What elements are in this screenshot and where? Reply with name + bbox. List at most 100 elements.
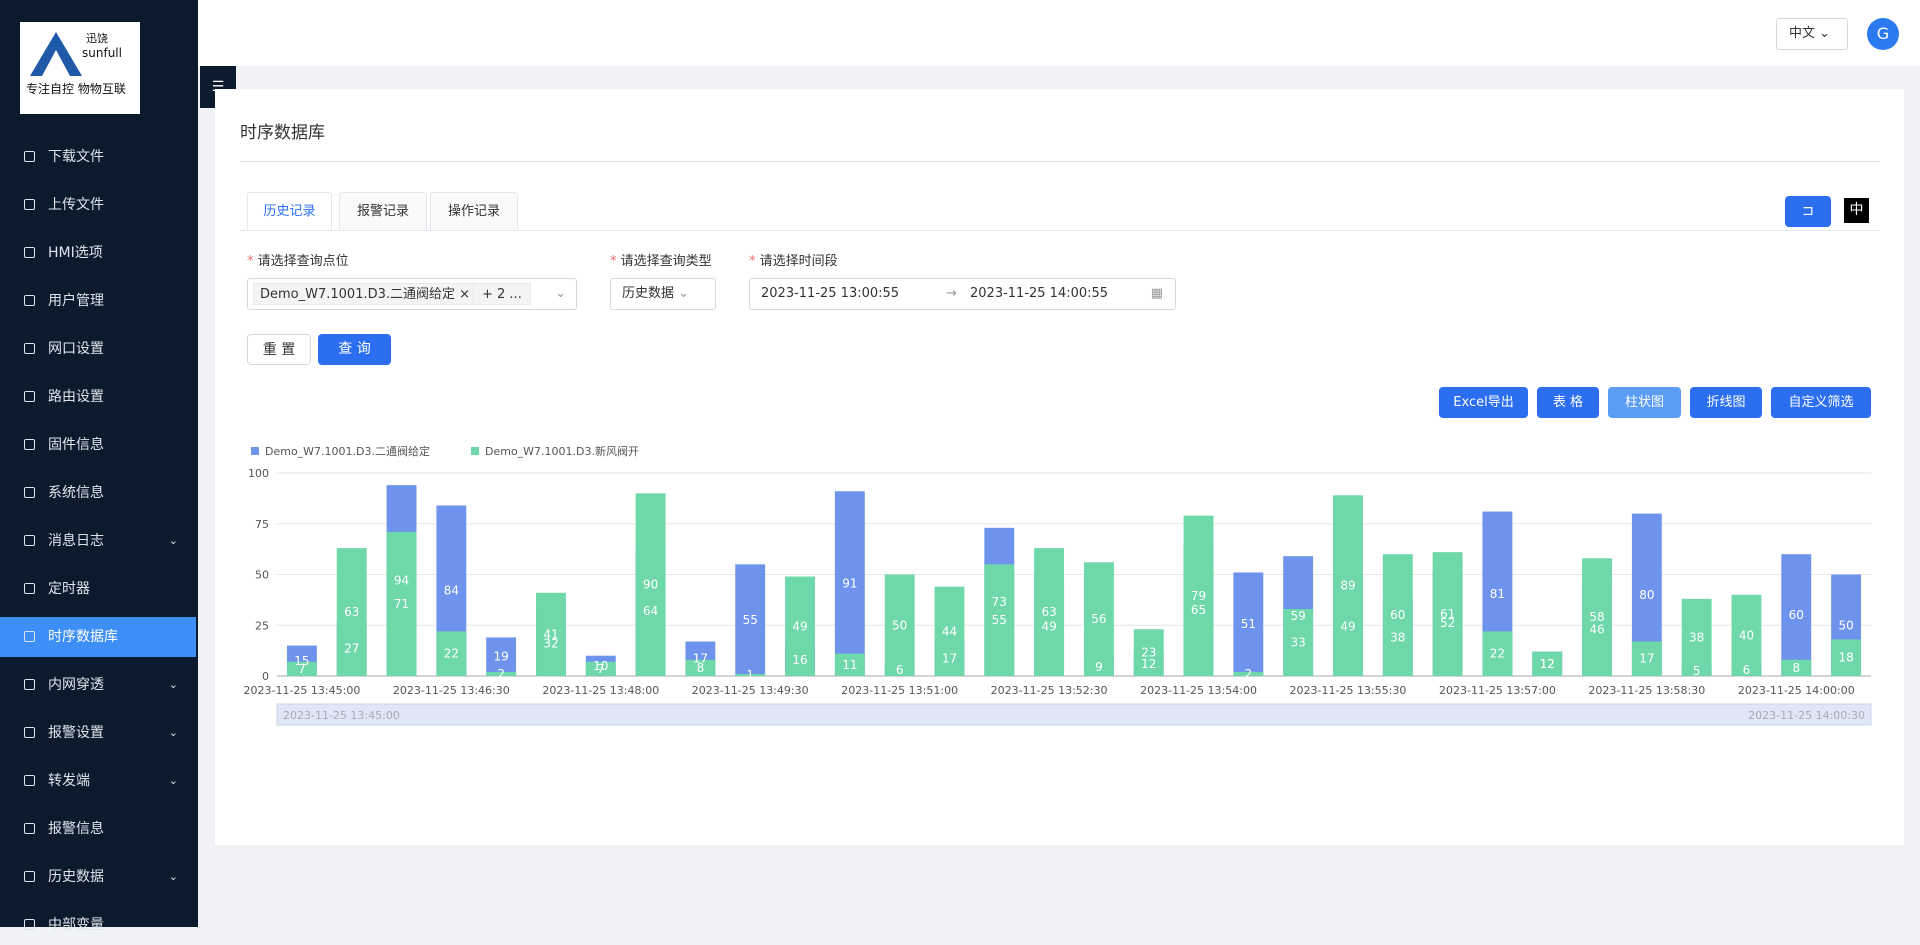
value-label: 71 [394,597,409,611]
menu-item[interactable]: 用户管理 [0,281,196,321]
value-label: 63 [344,605,359,619]
menu-icon [24,727,35,738]
query-button[interactable]: 查 询 [318,334,391,365]
menu-icon [24,919,35,930]
language: 中文 [1789,26,1816,41]
menu-item[interactable]: 报警设置 ⌄ [0,713,196,753]
x-tick-label: 2023-11-25 13:51:00 [841,684,958,697]
menu-icon [24,391,35,402]
value-label: 32 [543,637,558,651]
expand-arrow: ⌄ [168,534,178,547]
chart-button[interactable]: 柱状图 [1608,387,1681,418]
calendar-icon: ▦ [1150,286,1163,301]
bar [1781,554,1812,676]
y-tick-label: 50 [255,569,269,582]
value-label: 38 [1390,630,1405,644]
zoom-slider [276,703,1872,726]
brand-cn: 迅饶 [86,32,108,45]
reset-button[interactable]: 重 置 [247,334,311,365]
bar [386,531,417,676]
range-arrow: → [946,286,957,301]
value-label: 41 [543,627,558,641]
y-tick-label: 0 [262,670,269,683]
menu-icon [24,439,35,450]
menu-item[interactable]: 系统信息 [0,473,196,513]
menu-item[interactable]: 内网穿透 ⌄ [0,665,196,705]
menu-item[interactable]: 历史数据 ⌄ [0,857,196,897]
value-label: 5 [1693,664,1701,678]
menu-item[interactable]: 定时器 [0,569,196,609]
value-label: 40 [1739,628,1754,642]
menu-item[interactable]: 固件信息 [0,425,196,465]
page-title: 时序数据库 [240,123,325,143]
chart-button[interactable]: 表 格 [1537,387,1599,418]
type-select[interactable]: 历史数据 ⌄ [610,278,716,310]
fullscreen-button[interactable]: ⊐ [1785,196,1831,227]
tag: Demo_W7.1001.D3.二通阀给定 × [253,283,478,305]
tab[interactable]: 报警记录 [339,192,427,230]
value-label: 44 [942,624,957,638]
value-label: 60 [1390,608,1405,622]
menu-icon [24,487,35,498]
legend-swatch [471,447,479,455]
avatar[interactable]: G [1867,18,1899,50]
value-label: 12 [1540,657,1555,671]
tab[interactable]: 操作记录 [430,192,518,230]
menu-item[interactable]: 消息日志 ⌄ [0,521,196,561]
date-range[interactable]: 2023-11-25 13:00:55 → 2023-11-25 14:00:5… [749,278,1176,310]
bar [934,586,965,676]
value-label: 55 [992,613,1007,627]
value-label: 33 [1291,636,1306,650]
slogan: 专注自控 物物互联 [26,82,126,96]
x-tick-label: 2023-11-25 13:52:30 [991,684,1108,697]
bar [1034,548,1065,676]
menu-item[interactable]: 时序数据库 [0,617,196,657]
value-label: 80 [1639,588,1654,602]
legend-label: Demo_W7.1001.D3.二通阀给定 [265,444,430,458]
x-tick-label: 2023-11-25 13:54:00 [1140,684,1257,697]
menu-icon [24,343,35,354]
zoom-end: 2023-11-25 14:00:30 [1748,709,1865,722]
value-label: 61 [1440,607,1455,621]
brand-en: sunfull [82,46,122,60]
value-label: 50 [892,618,907,632]
value-label: 52 [1440,616,1455,630]
chart-button[interactable]: 自定义筛选 [1771,387,1871,418]
point-select[interactable]: Demo_W7.1001.D3.二通阀给定 × + 2 ... ⌄ [247,278,577,310]
menu-item[interactable]: 网口设置 [0,329,196,369]
menu-item[interactable]: HMI选项 [0,233,196,273]
bar [1532,651,1563,676]
chart-button[interactable]: 折线图 [1690,387,1762,418]
value-label: 17 [942,652,957,666]
language-select[interactable]: 中文 ⌄ [1776,18,1848,50]
menu-item[interactable]: 路由设置 [0,377,196,417]
menu-item[interactable]: 中部变量 [0,905,196,945]
value-label: 7 [597,662,605,676]
menu-icon [24,871,35,882]
x-tick-label: 2023-11-25 13:45:00 [243,684,360,697]
value-label: 50 [1838,618,1853,632]
menu-item[interactable]: 上传文件 [0,185,196,225]
value-label: 64 [643,604,658,618]
value-label: 55 [743,613,758,627]
value-label: 23 [1141,646,1156,660]
tab[interactable]: 历史记录 [247,192,332,230]
value-label: 9 [1095,660,1103,674]
bar [1083,562,1114,676]
menu-item[interactable]: 下载文件 [0,137,196,177]
bar [486,671,517,676]
value-label: 8 [697,661,705,675]
end-date: 2023-11-25 14:00:55 [970,286,1109,301]
lang-icon[interactable]: 中 [1844,198,1869,223]
value-label: 2 [497,667,505,681]
chart-button[interactable]: Excel导出 [1439,387,1528,418]
menu-item[interactable]: 转发端 ⌄ [0,761,196,801]
menu-icon [24,247,35,258]
value-label: 22 [444,647,459,661]
form-label: * 请选择查询类型 [610,254,712,269]
bar [1831,639,1862,676]
value-label: 49 [1041,619,1056,633]
menu-item[interactable]: 报警信息 [0,809,196,849]
value-label: 94 [394,574,409,588]
value-label: 19 [494,650,509,664]
